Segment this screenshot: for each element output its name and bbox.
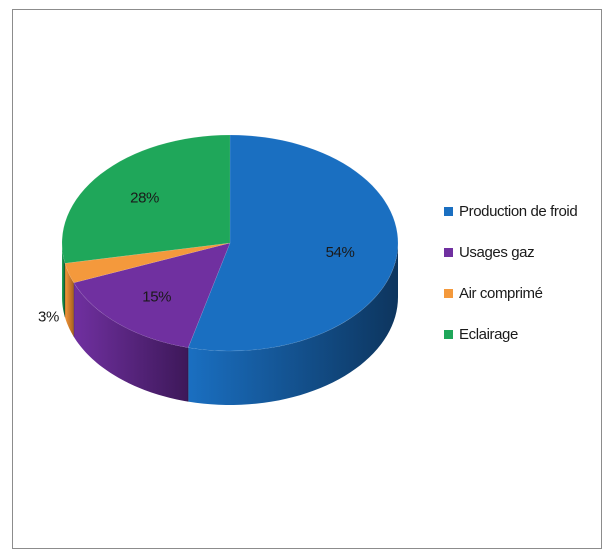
pie-side-usages-gaz (73, 282, 189, 402)
legend-swatch (444, 288, 453, 298)
data-label-production-de-froid: 54% (326, 244, 355, 261)
data-label-eclairage: 28% (130, 190, 159, 207)
legend-label: Air comprimé (459, 284, 543, 302)
legend-label: Production de froid (459, 202, 578, 220)
legend-swatch (444, 247, 453, 257)
pie-slice-usages-gaz (73, 242, 231, 348)
legend-item-eclairage: Eclairage (444, 324, 577, 344)
legend-item-air-comprime: Air comprimé (444, 283, 577, 303)
legend-swatch (444, 206, 453, 216)
legend-item-usages-gaz: Usages gaz (444, 242, 577, 262)
pie-slice-air-comprime (64, 242, 231, 284)
legend-item-production-de-froid: Production de froid (444, 201, 578, 221)
legend-label: Usages gaz (459, 243, 535, 261)
legend-label: Eclairage (459, 325, 518, 343)
pie-side-eclairage (62, 243, 65, 318)
legend-swatch (444, 329, 453, 339)
pie-side-air-comprime (64, 263, 74, 337)
legend: Production de froid Usages gaz Air compr… (444, 201, 578, 365)
pie-slice-production-de-froid (187, 134, 399, 352)
pie-side-production-de-froid (188, 243, 398, 405)
pie-slice-eclairage (61, 134, 231, 264)
data-label-usages-gaz: 15% (142, 289, 171, 306)
data-label-air-comprime: 3% (38, 309, 59, 326)
